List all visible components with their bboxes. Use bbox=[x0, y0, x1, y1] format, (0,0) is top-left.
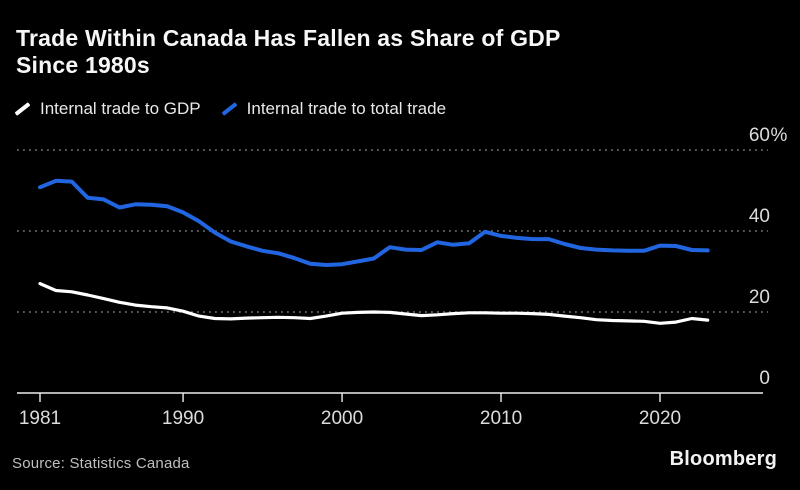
x-axis-label: 2000 bbox=[321, 408, 363, 429]
series-line-internal-trade-to-gdp bbox=[38, 282, 710, 325]
legend-item-internal-trade-to-total-trade: Internal trade to total trade bbox=[221, 99, 446, 119]
source-text: Source: Statistics Canada bbox=[12, 455, 190, 472]
x-axis-label: 2010 bbox=[480, 408, 522, 429]
y-axis-label: 60 bbox=[749, 125, 770, 146]
chart-title: Trade Within Canada Has Fallen as Share … bbox=[16, 25, 561, 78]
x-axis-label: 1990 bbox=[162, 408, 204, 429]
series-line-internal-trade-to-total-trade bbox=[38, 178, 710, 267]
legend-item-internal-trade-to-gdp: Internal trade to GDP bbox=[14, 99, 201, 119]
chart-legend: Internal trade to GDP Internal trade to … bbox=[14, 99, 446, 119]
y-axis-label: 20 bbox=[749, 287, 770, 308]
x-axis-label: 2020 bbox=[639, 408, 681, 429]
legend-label: Internal trade to GDP bbox=[40, 99, 201, 118]
bloomberg-logo: Bloomberg bbox=[669, 448, 777, 470]
x-axis-label: 1981 bbox=[19, 408, 61, 429]
legend-label: Internal trade to total trade bbox=[246, 99, 447, 118]
y-axis-percent-sign: % bbox=[771, 125, 788, 146]
y-axis-label: 0 bbox=[759, 368, 770, 389]
y-axis-label: 40 bbox=[749, 206, 770, 227]
